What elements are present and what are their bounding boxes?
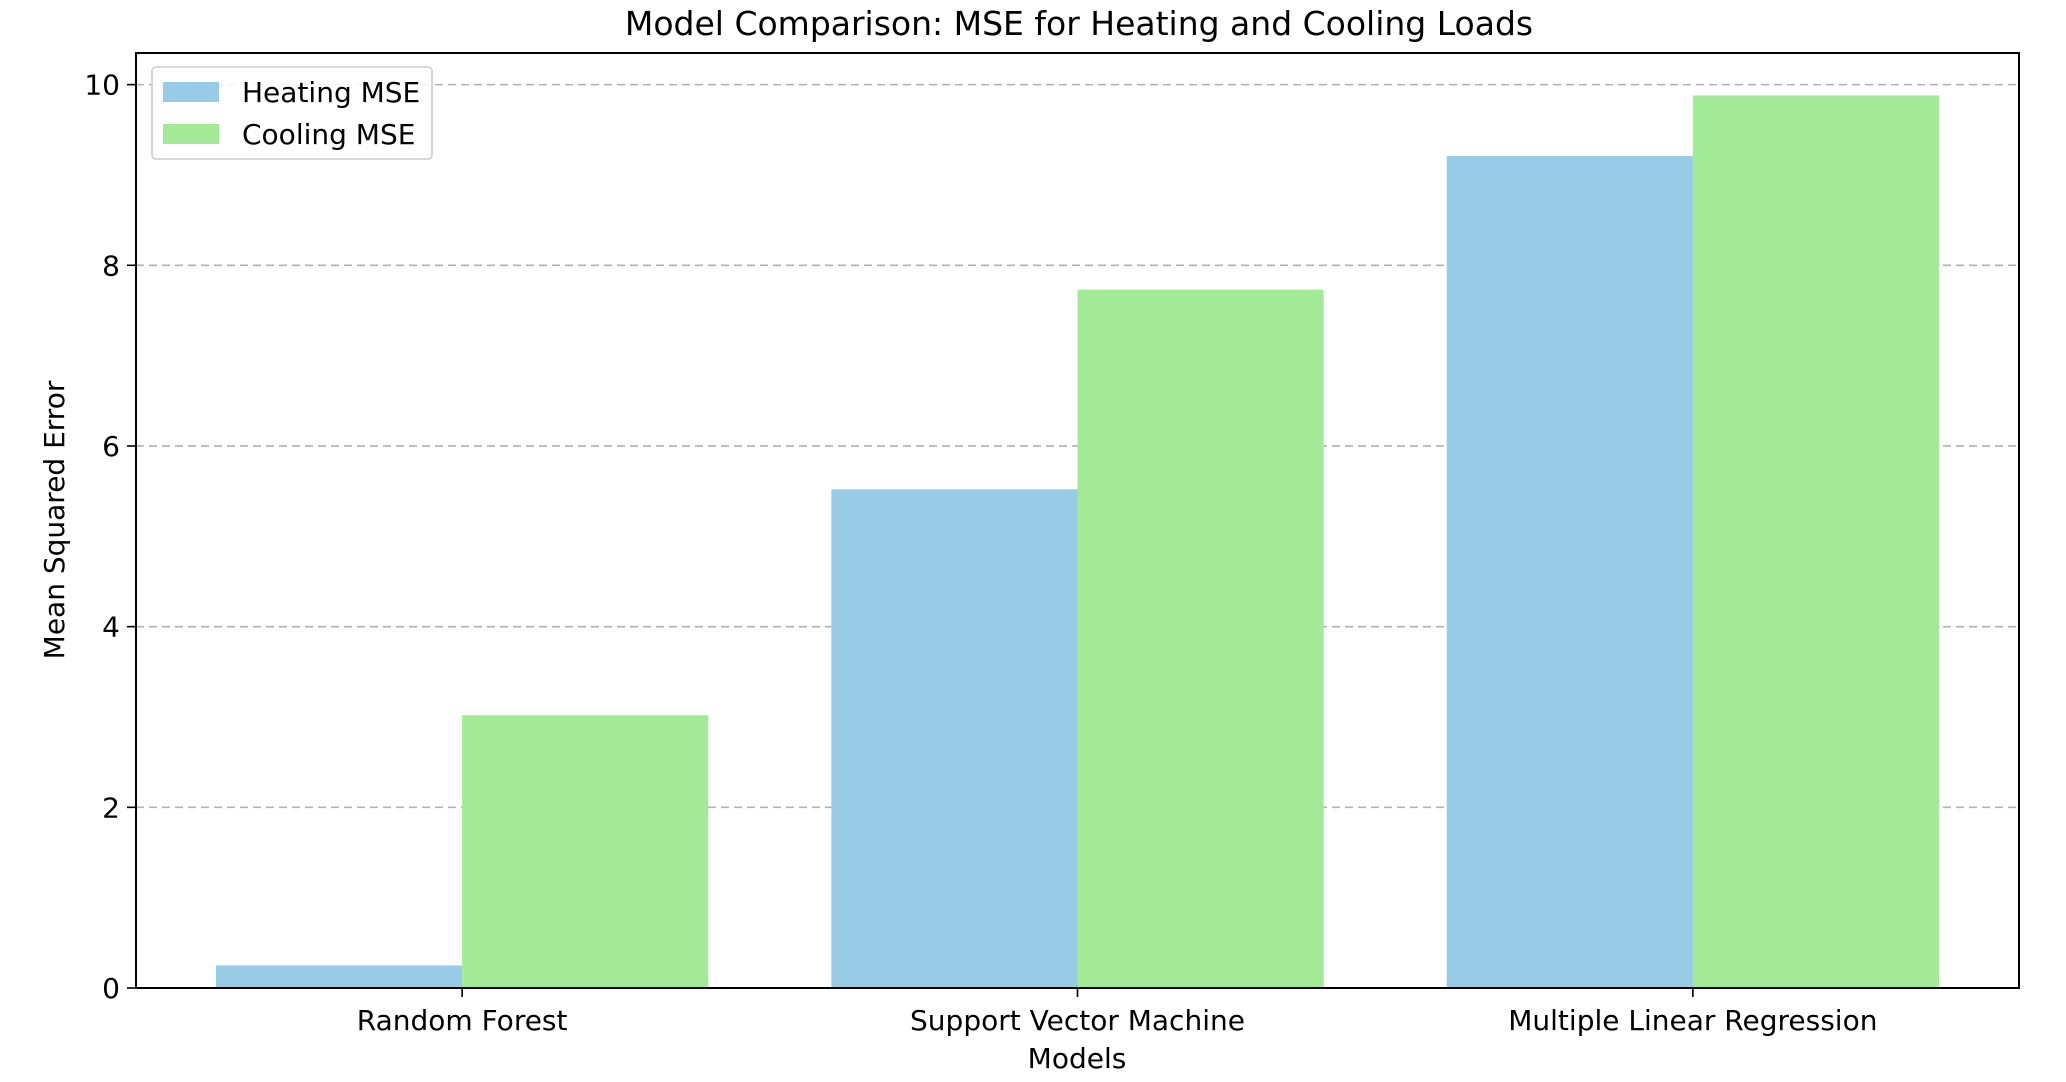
y-tick-label: 10: [84, 69, 120, 102]
y-tick-label: 6: [102, 430, 120, 463]
legend-swatch: [163, 124, 219, 144]
y-tick-label: 4: [102, 611, 120, 644]
y-tick-label: 2: [102, 791, 120, 824]
x-tick-label: Random Forest: [357, 1004, 568, 1037]
legend-swatch: [163, 82, 219, 102]
bar-heating-1: [831, 489, 1078, 988]
x-axis: Random Forest Support Vector Machine Multi…: [357, 988, 1877, 1037]
x-tick-label: Multiple Linear Regression: [1508, 1004, 1877, 1037]
y-tick-label: 8: [102, 249, 120, 282]
legend-label: Cooling MSE: [242, 118, 415, 151]
bar-heating-0: [215, 965, 463, 988]
legend-label: Heating MSE: [242, 76, 420, 109]
legend: Heating MSE Cooling MSE: [151, 66, 433, 160]
bar-heating-2: [1446, 155, 1693, 989]
bar-cooling-2: [1692, 95, 1940, 989]
bar-cooling-1: [1077, 289, 1324, 988]
legend-box: [151, 66, 433, 160]
x-tick-label: Support Vector Machine: [910, 1004, 1245, 1037]
x-axis-label: Models: [1028, 1042, 1127, 1075]
y-axis-label: Mean Squared Error: [38, 380, 71, 659]
chart-title: Model Comparison: MSE for Heating and Co…: [625, 4, 1533, 43]
y-tick-label: 0: [102, 972, 120, 1005]
y-axis: 0 2 4 6 8 10: [84, 69, 136, 1005]
bars: [215, 95, 1940, 989]
bar-cooling-0: [462, 715, 709, 988]
